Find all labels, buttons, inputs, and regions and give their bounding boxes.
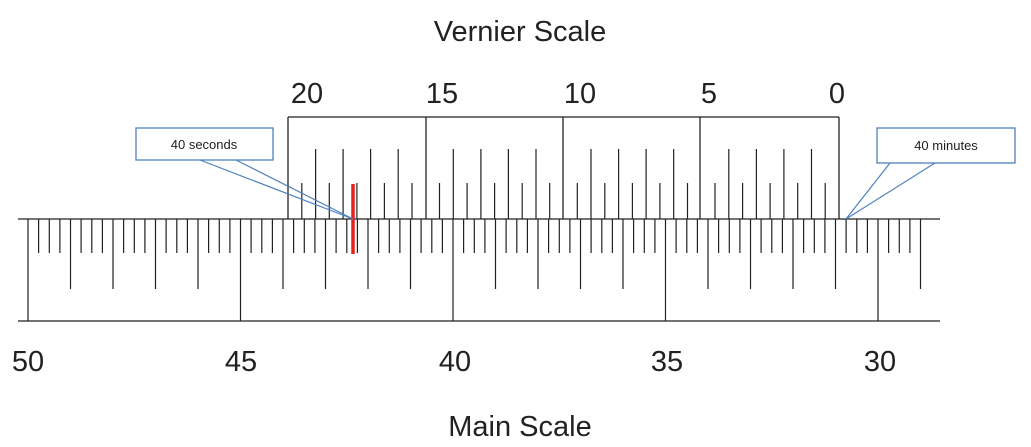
main-label-45: 45 (225, 346, 257, 378)
callout-right-pointer-2 (845, 162, 936, 220)
vernier-label-5: 5 (701, 78, 717, 110)
callout-left-pointer-2 (235, 159, 354, 220)
vernier-scale-title: Vernier Scale (434, 16, 607, 48)
main-label-40: 40 (439, 346, 471, 378)
vernier-label-10: 10 (564, 78, 596, 110)
callout-left-pointer (199, 159, 354, 220)
main-label-50: 50 (12, 346, 44, 378)
main-label-35: 35 (651, 346, 683, 378)
callout-left-box (135, 127, 274, 161)
vernier-label-0: 0 (829, 78, 845, 110)
main-label-30: 30 (864, 346, 896, 378)
vernier-ticks (301, 149, 826, 219)
callout-left-text: 40 seconds (171, 137, 238, 152)
vernier-label-15: 15 (426, 78, 458, 110)
main-ticks (27, 219, 922, 321)
callout-right-pointer (845, 162, 891, 220)
callout-right-box (876, 127, 1016, 164)
callout-right-text: 40 minutes (914, 138, 978, 153)
main-scale-title: Main Scale (448, 411, 591, 443)
vernier-label-20: 20 (291, 78, 323, 110)
